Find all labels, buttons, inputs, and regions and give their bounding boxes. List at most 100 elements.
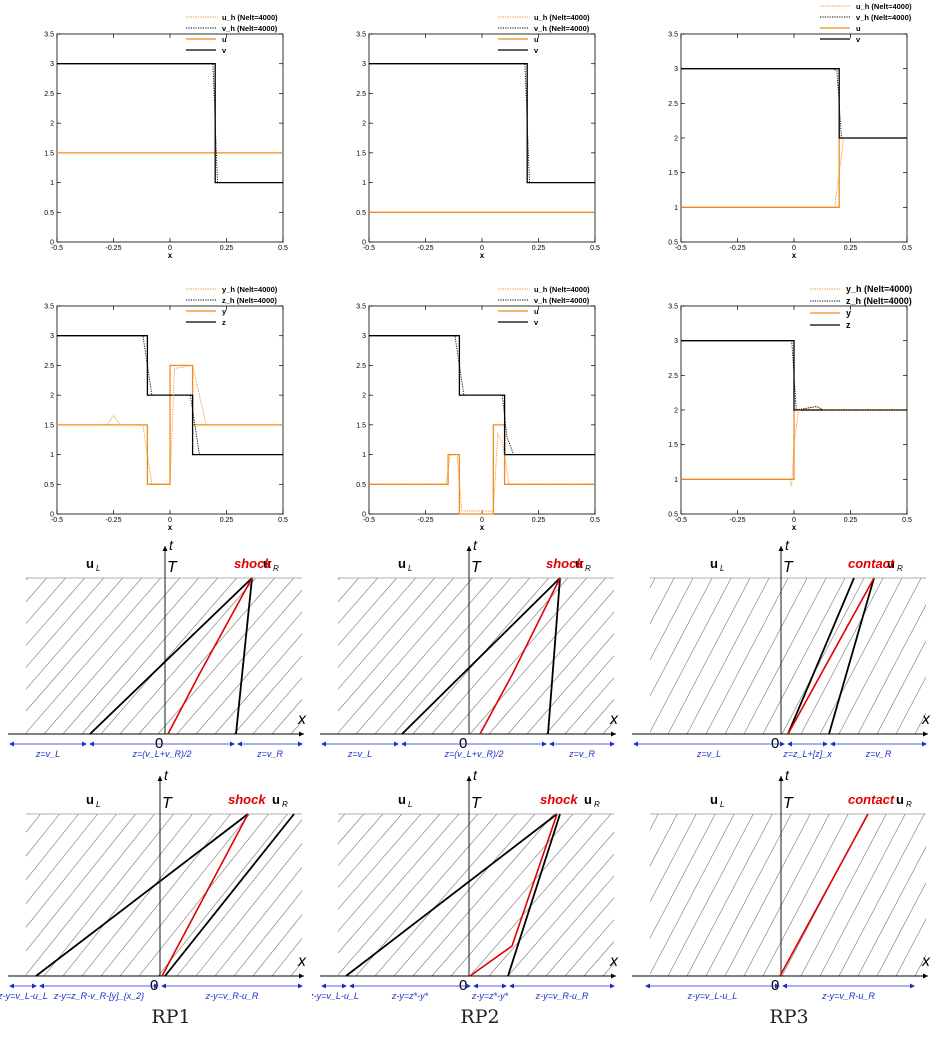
characteristic-line <box>81 814 212 976</box>
x-axis-label: x <box>792 523 797 530</box>
characteristic-line <box>819 578 903 734</box>
series-uhnelt <box>681 137 907 208</box>
region-label: z-y=v_R-u_R <box>821 991 875 1001</box>
y-tick-label: 2.5 <box>668 101 678 108</box>
x-tick-label: 0 <box>480 517 484 524</box>
y-tick-label: 1 <box>674 477 678 484</box>
t-axis-arrow <box>466 546 472 551</box>
region-arrowhead-right <box>502 983 507 989</box>
region-arrowhead-right <box>775 983 780 989</box>
characteristic-line <box>138 578 275 734</box>
plot-rp1-uv: -0.5 -0.25 0 0.25 0.5 0 0.5 1 1.5 2 2.5 3 3.5 x u_h (N… <box>44 13 288 258</box>
series-z <box>681 340 907 411</box>
series-u <box>369 424 595 515</box>
series-yhnelt <box>57 364 283 485</box>
plot-rp3-yz: -0.5 -0.25 0 0.25 0.5 0.5 1 1.5 2 2.5 3 3.5 x y_h (Ne… <box>668 284 912 530</box>
region-arrowhead-left <box>161 983 166 989</box>
region-arrowhead-left <box>645 983 650 989</box>
uL-label: u <box>398 556 406 571</box>
x-axis-label: x <box>168 523 173 530</box>
region-label: z-y=z*-y* <box>471 991 509 1001</box>
uL-subscript: L <box>720 800 724 809</box>
T-label: T <box>471 795 482 812</box>
region-arrowhead-left <box>237 741 242 747</box>
x-label: x <box>297 953 307 970</box>
characteristics <box>650 578 926 734</box>
characteristic-line <box>338 814 365 845</box>
x-axis-arrow <box>611 973 616 979</box>
legend-label: u_h (Nelt=4000) <box>534 285 590 294</box>
region-label: z=(v_L+v_R)/2 <box>131 749 191 759</box>
legend-label: u_h (Nelt=4000) <box>856 2 912 11</box>
characteristic-line <box>100 814 231 976</box>
region-label: z=v_L <box>347 749 372 759</box>
characteristic-line <box>26 814 136 952</box>
series-v <box>57 63 283 184</box>
y-tick-label: 0.5 <box>44 210 54 217</box>
t-axis-arrow <box>466 776 472 781</box>
characteristic-line <box>26 578 85 646</box>
t-label: t <box>169 538 174 553</box>
series-uhnelt <box>369 432 595 512</box>
y-tick-label: 1.5 <box>668 442 678 449</box>
characteristic-line <box>195 843 302 976</box>
characteristic-line <box>271 938 302 976</box>
x-axis-arrow <box>299 973 304 979</box>
characteristic-line <box>431 578 568 734</box>
caption-rp3: RP3 <box>769 1006 809 1028</box>
region-label: z=v_R <box>256 749 283 759</box>
x-axis-label: x <box>480 523 485 530</box>
x-tick-label: -0.25 <box>106 245 122 252</box>
legend-label: y_h (Nelt=4000) <box>222 285 278 294</box>
plot-rp3-uv: -0.5 -0.25 0 0.25 0.5 0.5 1 1.5 2 2.5 3 3.5 x u_h (Ne… <box>668 2 912 258</box>
characteristic-line <box>338 578 435 690</box>
characteristic-line <box>914 954 926 976</box>
characteristic-line <box>100 578 237 734</box>
legend-label: u_h (Nelt=4000) <box>534 13 590 22</box>
y-tick-label: 1.5 <box>356 422 366 429</box>
characteristic-line <box>564 919 614 976</box>
x-tick-label: 0.5 <box>590 517 600 524</box>
characteristic-line <box>857 604 926 734</box>
uR-label: u <box>887 556 895 571</box>
region-label: z=(v_L+v_R)/2 <box>443 749 503 759</box>
legend-label: u <box>534 35 539 44</box>
y-tick-label: 1 <box>50 452 54 459</box>
thick-wave-line <box>547 577 561 735</box>
x-axis-arrow <box>611 731 616 737</box>
characteristic-line <box>338 578 416 668</box>
y-tick-label: 2 <box>50 393 54 400</box>
x-tick-label: -0.5 <box>363 517 375 524</box>
wave-type-label: shock <box>228 792 266 807</box>
characteristic-line <box>876 640 926 734</box>
region-arrowhead-left <box>830 741 835 747</box>
characteristic-line <box>469 814 612 976</box>
y-tick-label: 1 <box>674 205 678 212</box>
characteristic-line <box>252 914 302 976</box>
series-v <box>681 68 907 139</box>
x-tick-label: 0 <box>792 245 796 252</box>
region-arrowhead-right <box>394 741 399 747</box>
characteristic-line <box>62 814 193 976</box>
characteristic-line <box>0 578 9 734</box>
x-tick-label: 0 <box>792 517 796 524</box>
characteristic-line <box>338 578 454 712</box>
characteristic-line <box>507 853 614 976</box>
red-wave-line <box>479 577 561 735</box>
characteristic-line <box>312 578 321 734</box>
region-arrowhead-right <box>610 983 615 989</box>
characteristic-line <box>431 814 574 976</box>
wave-diagram-rp1-zy: tTx0uLuRshockz-y=v_L-u_Lz-y=z_R-v_R-[y]_… <box>0 768 307 1001</box>
legend-label: v_h (Nelt=4000) <box>534 296 590 305</box>
characteristic-line <box>338 814 422 910</box>
characteristic-line <box>469 578 606 734</box>
region-label: z-y=v_L-u_L <box>312 991 359 1001</box>
y-tick-label: 0.5 <box>668 240 678 247</box>
x-axis-arrow <box>923 731 928 737</box>
characteristic-line <box>157 578 294 734</box>
y-tick-label: 3 <box>50 61 54 68</box>
y-tick-label: 2 <box>674 408 678 415</box>
origin-label: 0 <box>459 977 467 994</box>
